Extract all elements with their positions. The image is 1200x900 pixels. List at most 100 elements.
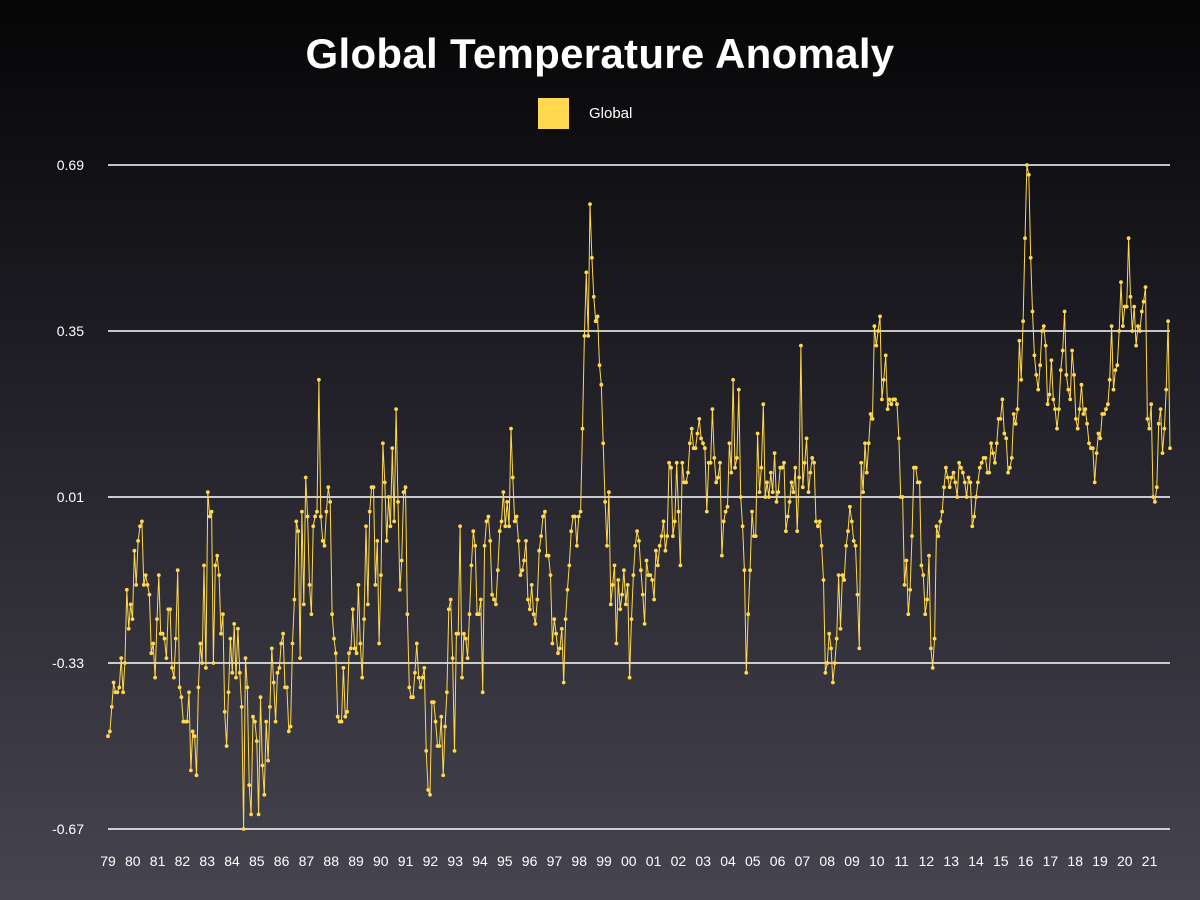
data-point (507, 524, 511, 529)
data-point (654, 548, 658, 553)
y-tick-label: 0.69 (57, 157, 84, 173)
data-point (966, 475, 971, 480)
data-point (495, 568, 500, 573)
legend: Global (538, 97, 632, 129)
data-point (138, 524, 142, 529)
data-point (1043, 343, 1048, 348)
x-tick-label: 14 (968, 853, 984, 869)
data-point (1139, 309, 1144, 314)
data-point (870, 417, 875, 421)
data-point (994, 441, 999, 446)
data-point (831, 680, 835, 685)
data-point (938, 519, 943, 524)
y-axis-tick-labels: 0.69 0.35 0.01 -0.33 -0.67 (52, 157, 84, 837)
data-point (505, 500, 510, 504)
data-point (269, 646, 274, 651)
data-point (797, 475, 801, 480)
data-point (742, 568, 747, 573)
data-point (1066, 387, 1071, 392)
data-point (230, 670, 235, 675)
data-point (989, 441, 993, 446)
data-point (1026, 172, 1031, 177)
data-point (1145, 417, 1150, 421)
x-tick-label: 01 (646, 853, 662, 869)
data-point (226, 690, 231, 695)
data-point (175, 568, 180, 573)
data-point (616, 578, 621, 582)
data-point (526, 597, 530, 602)
data-point (637, 539, 641, 543)
data-point (1030, 309, 1035, 314)
data-point (179, 695, 184, 700)
data-point (247, 783, 252, 787)
data-point (919, 563, 924, 568)
data-point (584, 270, 589, 275)
data-point (684, 480, 688, 485)
data-point (1017, 338, 1022, 343)
data-point (588, 202, 592, 207)
data-point (324, 509, 329, 514)
data-point (729, 470, 734, 475)
y-tick-label: -0.33 (52, 655, 84, 671)
data-point (1019, 377, 1024, 382)
x-tick-label: 15 (993, 853, 1009, 869)
data-point (309, 612, 314, 617)
data-point (294, 519, 299, 524)
data-point (612, 563, 617, 568)
data-point (895, 402, 899, 407)
data-point (940, 509, 945, 514)
data-point (111, 680, 116, 685)
data-point (411, 695, 415, 700)
data-point (723, 509, 728, 514)
x-tick-label: 17 (1043, 853, 1059, 869)
data-point (1087, 441, 1091, 446)
data-point (388, 524, 393, 529)
data-point (569, 529, 574, 534)
data-point (753, 534, 758, 538)
data-point (266, 758, 270, 763)
data-point (687, 441, 692, 446)
data-point (812, 460, 816, 465)
data-point (1064, 373, 1069, 377)
x-tick-label: 98 (571, 853, 587, 869)
data-point (433, 719, 438, 724)
data-point (1045, 402, 1050, 407)
data-point (708, 460, 713, 465)
data-point (563, 617, 568, 621)
data-point (842, 578, 847, 582)
data-point (1077, 407, 1082, 411)
data-point (661, 519, 666, 524)
data-point (772, 451, 777, 455)
data-point (162, 636, 167, 641)
data-point (768, 470, 773, 475)
data-point (949, 475, 954, 480)
data-point (486, 514, 491, 519)
data-point (993, 460, 997, 465)
data-point (375, 539, 380, 543)
data-point (671, 534, 675, 538)
data-point (398, 587, 402, 592)
data-point (473, 543, 478, 548)
data-point (416, 675, 421, 680)
data-point (844, 543, 848, 548)
data-point (868, 412, 873, 416)
data-point (431, 700, 436, 704)
data-point (477, 612, 481, 617)
x-tick-label: 00 (621, 853, 637, 869)
data-point (930, 666, 935, 670)
data-point (1008, 465, 1012, 470)
data-point (510, 475, 515, 480)
data-point (704, 509, 709, 514)
data-point (492, 597, 496, 602)
data-point (358, 641, 363, 646)
data-point (172, 675, 176, 680)
data-point (108, 729, 112, 734)
data-point (121, 690, 125, 695)
data-point (335, 714, 340, 719)
data-point (765, 480, 769, 485)
data-point (151, 641, 156, 646)
data-point (424, 749, 429, 753)
data-point (556, 651, 560, 656)
data-point (763, 495, 768, 499)
data-point (716, 475, 720, 480)
